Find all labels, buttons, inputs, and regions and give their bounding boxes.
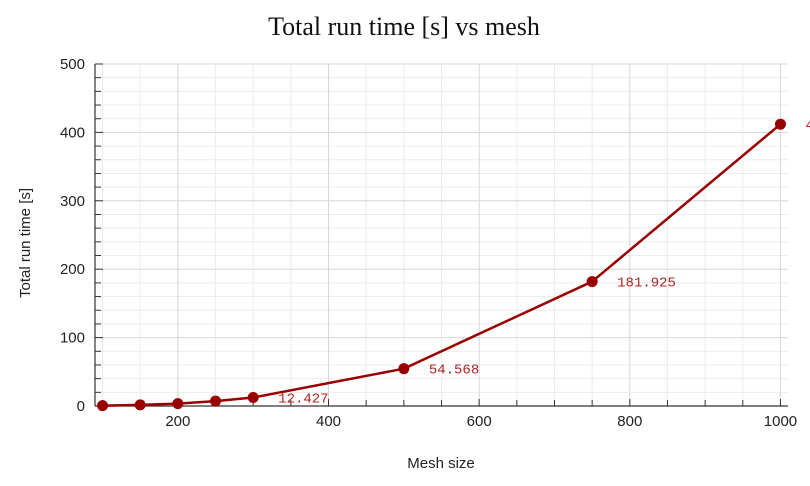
series-line (102, 123, 782, 407)
data-label: 54.568 (429, 363, 479, 379)
data-point (134, 399, 146, 411)
x-tick-label: 200 (165, 413, 190, 430)
series-points-group (97, 118, 786, 412)
minor-grid (95, 64, 788, 406)
x-tick-label: 600 (467, 413, 492, 430)
y-tick-label: 300 (60, 193, 85, 210)
y-tick-label: 100 (60, 330, 85, 347)
y-axis-label: Total run time [s] (17, 188, 34, 298)
data-point (97, 400, 109, 412)
y-tick-label: 200 (60, 261, 85, 278)
data-point (586, 276, 598, 288)
x-tick-label: 1000 (764, 413, 797, 430)
series-data-labels: 12.427 54.568 181.925 4 (278, 118, 810, 407)
y-tick-label: 0 (77, 398, 85, 415)
data-label: 4 (805, 118, 810, 134)
data-label: 181.925 (617, 276, 676, 292)
chart-title: Total run time [s] vs mesh (268, 12, 540, 41)
y-axis-ticks: 0 100 200 300 400 500 (60, 56, 103, 415)
y-tick-label: 400 (60, 124, 85, 141)
y-tick-label: 500 (60, 56, 85, 73)
data-point (398, 363, 410, 375)
x-tick-label: 400 (316, 413, 341, 430)
data-point (210, 395, 222, 407)
series-line-group (102, 123, 782, 407)
x-tick-label: 800 (617, 413, 642, 430)
data-point (247, 391, 259, 403)
x-axis-ticks: 200 400 600 800 1000 (102, 399, 797, 430)
data-label: 12.427 (278, 391, 328, 407)
data-point (774, 118, 786, 130)
data-point (172, 398, 184, 410)
x-axis-label: Mesh size (407, 455, 475, 472)
